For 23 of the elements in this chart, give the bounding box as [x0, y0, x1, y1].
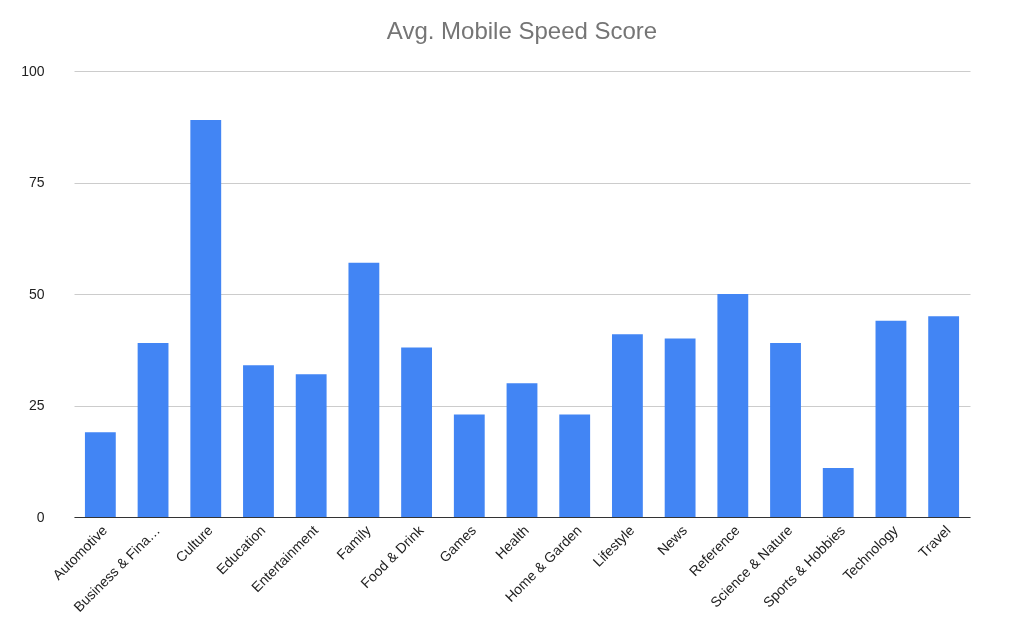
bar	[717, 294, 749, 517]
bar	[295, 374, 327, 517]
bar	[612, 334, 643, 517]
bar	[822, 467, 854, 517]
bar	[137, 343, 169, 517]
bar	[190, 120, 222, 517]
y-tick-label: 75	[28, 174, 45, 190]
y-tick-label: 25	[28, 397, 45, 413]
bar	[875, 320, 907, 517]
y-tick-label: 0	[36, 508, 45, 525]
bar	[770, 343, 801, 517]
bar	[243, 365, 274, 517]
bar	[506, 383, 538, 517]
chart-title: Avg. Mobile Speed Score	[386, 17, 658, 44]
bar	[559, 414, 591, 517]
bar	[401, 347, 432, 517]
bar	[84, 432, 116, 517]
bar	[348, 262, 380, 517]
bar	[664, 338, 696, 517]
bar	[453, 414, 485, 517]
bar	[928, 316, 960, 517]
y-tick-label: 100	[21, 62, 45, 79]
y-tick-label: 50	[28, 285, 45, 302]
